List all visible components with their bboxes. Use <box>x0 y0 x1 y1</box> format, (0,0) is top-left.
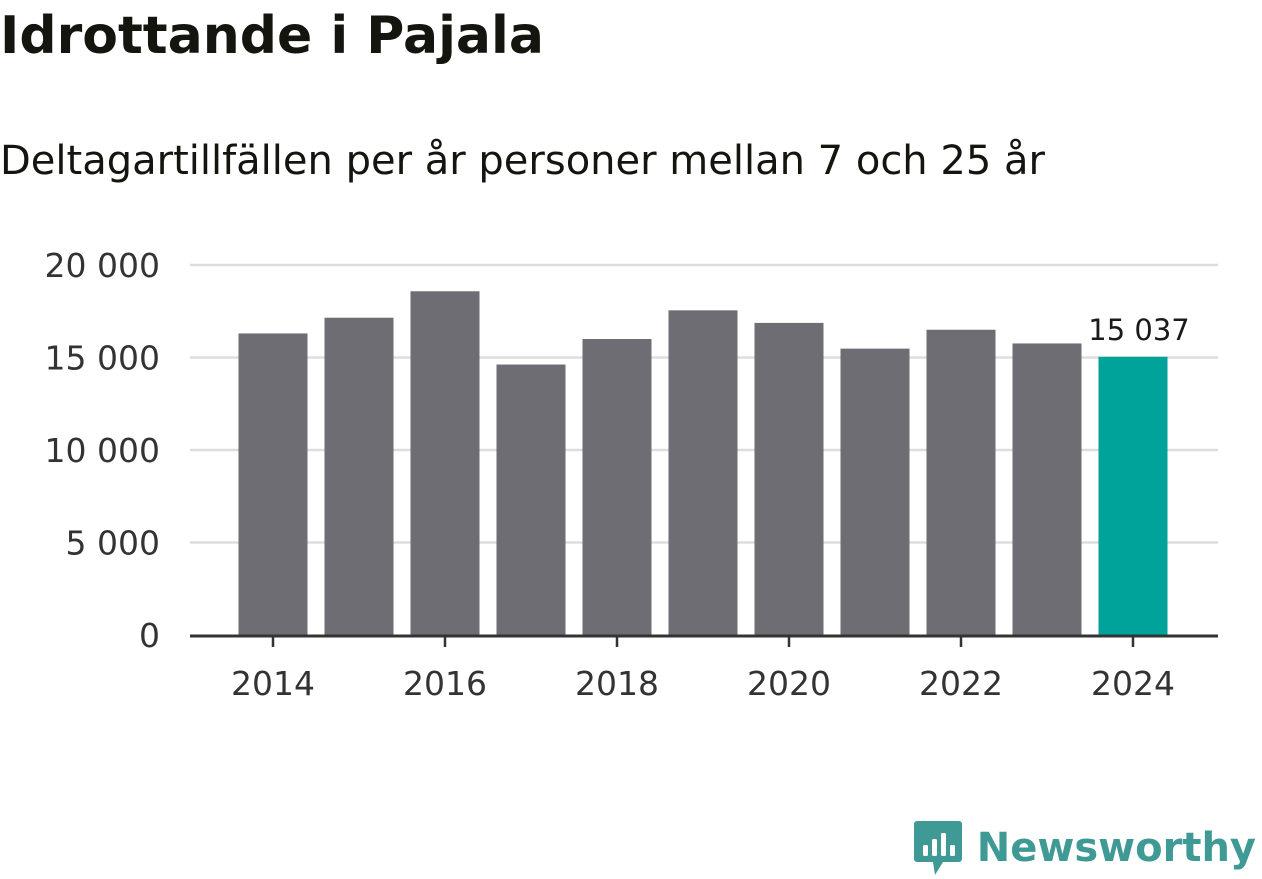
bar-2023 <box>1012 343 1082 635</box>
bar-2019 <box>668 310 738 635</box>
y-tick-label: 20 000 <box>45 246 160 285</box>
bars <box>238 291 1168 635</box>
bar-2024 <box>1098 356 1168 635</box>
x-tick-label: 2018 <box>575 664 659 703</box>
x-tick-label: 2024 <box>1091 664 1175 703</box>
newsworthy-logo-text: Newsworthy <box>976 825 1256 871</box>
newsworthy-logo-icon <box>913 821 962 875</box>
data-label-2024: 15 037 <box>1088 313 1189 347</box>
x-tick-label: 2020 <box>747 664 831 703</box>
x-tick-label: 2022 <box>919 664 1003 703</box>
bar-2020 <box>754 322 824 635</box>
x-tick-label: 2014 <box>231 664 315 703</box>
bar-2018 <box>582 339 652 635</box>
y-tick-label: 10 000 <box>45 431 160 470</box>
newsworthy-logo: Newsworthy <box>913 819 1256 877</box>
x-tick-label: 2016 <box>403 664 487 703</box>
y-tick-label: 5 000 <box>66 524 160 563</box>
y-tick-label: 0 <box>139 616 160 655</box>
y-tick-label: 15 000 <box>45 339 160 378</box>
bar-2015 <box>324 317 394 635</box>
bar-2017 <box>496 364 566 635</box>
chart-subtitle: Deltagartillfällen per år personer mella… <box>0 138 1045 184</box>
axes: 0 5 000 10 000 15 000 20 000 2014 2016 2018 2020… <box>45 246 1218 703</box>
bar-2014 <box>238 333 308 635</box>
data-labels: 15 037 <box>1088 313 1189 347</box>
bar-2016 <box>410 291 480 635</box>
bar-2021 <box>840 348 910 635</box>
bar-2022 <box>926 329 996 635</box>
chart-title: Idrottande i Pajala <box>0 6 544 66</box>
